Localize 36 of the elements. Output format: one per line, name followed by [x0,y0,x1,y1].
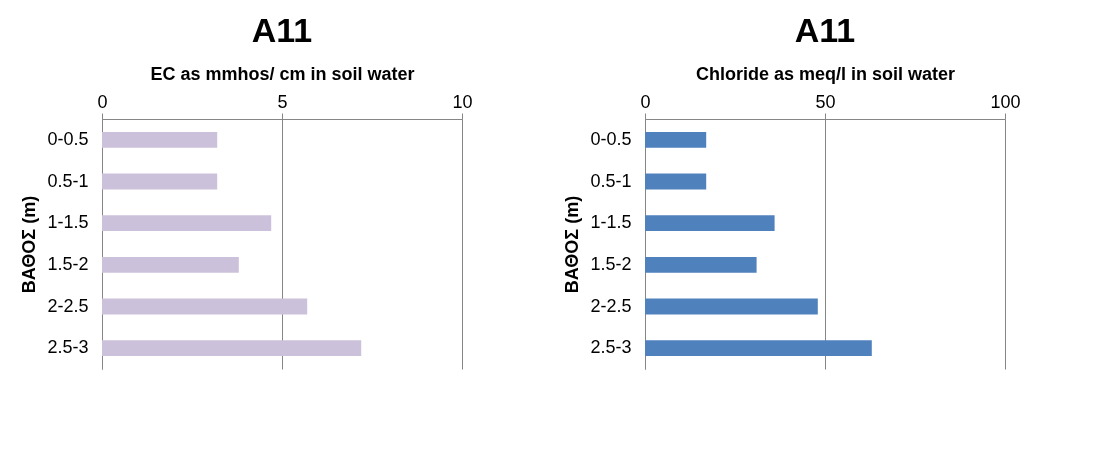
x-axis-title: EC as mmhos/ cm in soil water [150,63,415,84]
bar [645,340,872,357]
y-tick-label: 1.5-2 [590,253,632,274]
y-axis-title: ΒΑΘΟΣ (m) [19,195,40,294]
x-tick-label: 10 [452,91,473,112]
y-tick-label: 1-1.5 [47,212,89,233]
bar [102,131,218,148]
x-axis-title: Chloride as meq/l in soil water [695,63,956,84]
chart-title: A11 [794,11,856,49]
y-tick-label: 1-1.5 [590,212,632,233]
y-axis-title: ΒΑΘΟΣ (m) [562,195,583,294]
y-tick-label: 2-2.5 [590,295,632,316]
bar [645,173,707,190]
bar [102,298,308,315]
x-tick-label: 5 [277,91,288,112]
y-tick-label: 0-0.5 [47,128,89,149]
y-tick-label: 0.5-1 [590,170,632,191]
x-tick-label: 0 [97,91,108,112]
y-tick-label: 2.5-3 [590,337,632,358]
bar [645,256,757,273]
y-tick-label: 1.5-2 [47,253,89,274]
x-tick-label: 50 [815,91,836,112]
bar [102,215,272,232]
y-tick-label: 0.5-1 [47,170,89,191]
bar [102,173,218,190]
y-tick-label: 0-0.5 [590,128,632,149]
bar [102,256,239,273]
bar [645,131,707,148]
y-tick-label: 2.5-3 [47,337,89,358]
chart-title: A11 [251,11,313,49]
bar [645,215,775,232]
x-tick-label: 100 [990,91,1021,112]
bar [645,298,818,315]
bar [102,340,362,357]
x-tick-label: 0 [640,91,651,112]
y-tick-label: 2-2.5 [47,295,89,316]
